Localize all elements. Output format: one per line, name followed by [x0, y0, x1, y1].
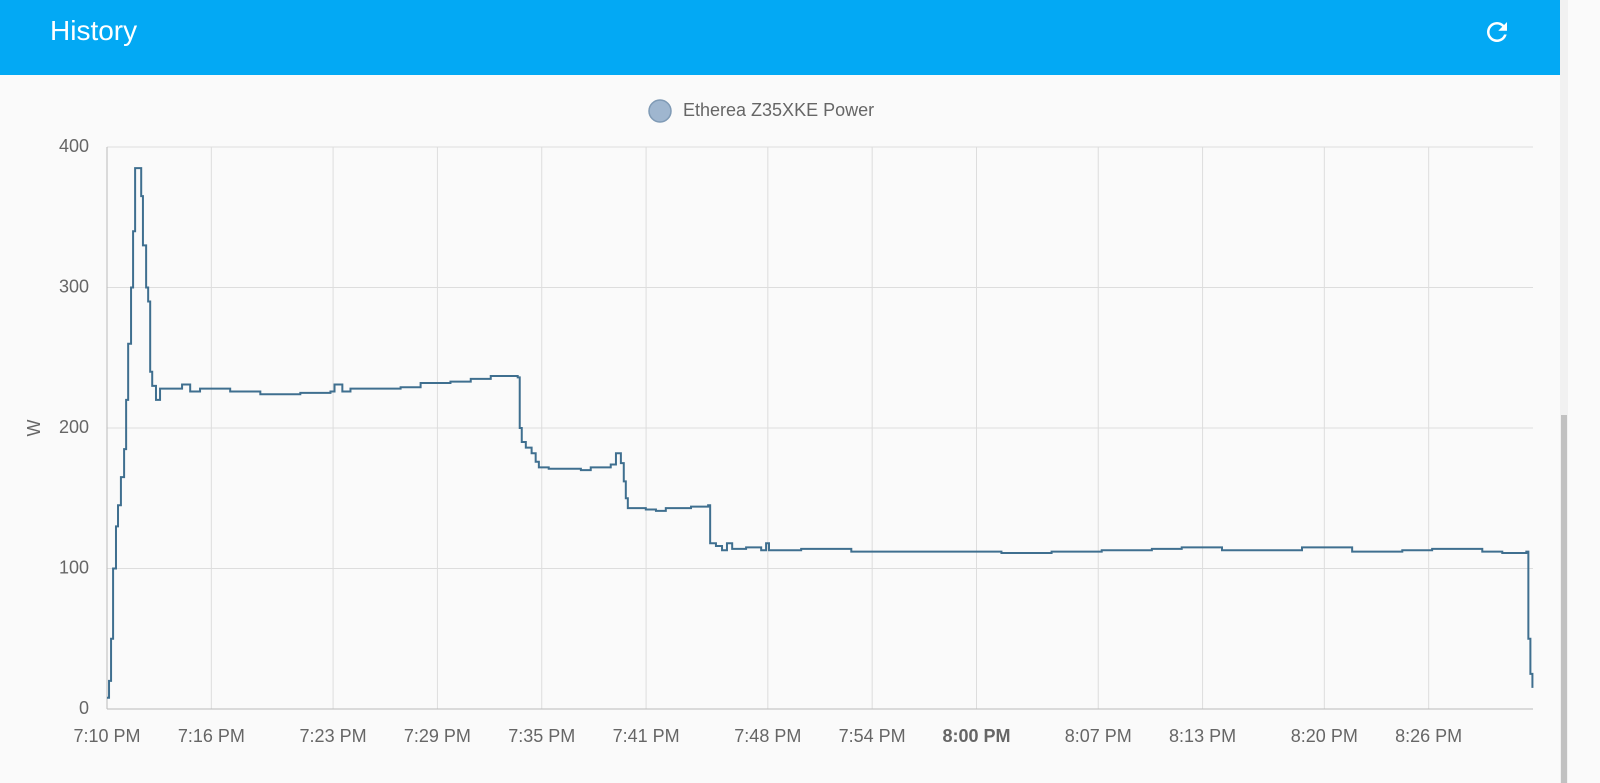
- x-tick-label: 8:20 PM: [1291, 726, 1358, 746]
- chart: 0 100 200 300 400 7:10 PM 7:16 PM 7:23 PM 7:29 P…: [24, 99, 1534, 746]
- power-line: [107, 167, 1534, 699]
- x-tick-label: 7:35 PM: [508, 726, 575, 746]
- y-tick-label: 400: [59, 136, 89, 156]
- y-axis-label: W: [24, 420, 44, 437]
- x-tick-label: 7:29 PM: [404, 726, 471, 746]
- x-tick-label: 7:41 PM: [613, 726, 680, 746]
- app-header: History: [0, 0, 1560, 75]
- refresh-button[interactable]: [1482, 17, 1512, 47]
- legend-label: Etherea Z35XKE Power: [683, 100, 874, 120]
- scrollbar: [1560, 0, 1568, 783]
- y-tick-label: 0: [79, 698, 89, 718]
- x-tick-label: 7:54 PM: [839, 726, 906, 746]
- scrollbar-thumb[interactable]: [1561, 415, 1567, 783]
- legend-marker: [648, 99, 672, 123]
- x-tick-label: 8:26 PM: [1395, 726, 1462, 746]
- x-tick-label: 7:48 PM: [734, 726, 801, 746]
- y-tick-label: 300: [59, 276, 89, 296]
- x-tick-label: 7:16 PM: [178, 726, 245, 746]
- y-tick-label: 100: [59, 557, 89, 577]
- x-tick-label: 7:23 PM: [300, 726, 367, 746]
- x-tick-label: 8:00 PM: [942, 726, 1010, 746]
- x-tick-label: 7:10 PM: [73, 726, 140, 746]
- x-tick-label: 8:13 PM: [1169, 726, 1236, 746]
- x-tick-label: 8:07 PM: [1065, 726, 1132, 746]
- page-title: History: [50, 15, 138, 46]
- y-tick-label: 200: [59, 417, 89, 437]
